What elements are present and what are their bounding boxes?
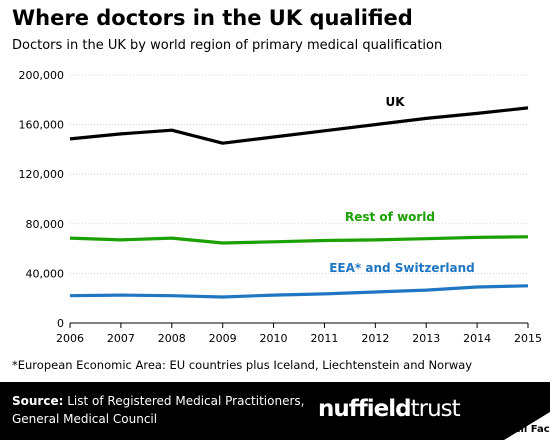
full-fact-logo-mark: [504, 412, 550, 440]
full-fact-label: Full Fact: [507, 424, 550, 435]
grid-lines: [70, 74, 528, 324]
logo-part-1: nuffield: [318, 396, 412, 422]
series-line: [69, 106, 529, 145]
y-tick-label: 160,000: [19, 119, 65, 132]
series-label: Rest of world: [345, 210, 435, 224]
x-tick-label: 2009: [209, 332, 237, 345]
x-tick-label: 2006: [56, 332, 84, 345]
footnote: *European Economic Area: EU countries pl…: [12, 358, 473, 372]
series-line: [69, 235, 529, 245]
nuffield-trust-logo: nuffieldtrust: [318, 396, 461, 422]
y-axis-ticks: 0 40,000 80,000 120,000 160,000 200,000: [19, 69, 65, 330]
source-label: Source:: [12, 394, 64, 408]
x-tick-label: 2012: [361, 332, 389, 345]
x-tick-label: 2015: [514, 332, 542, 345]
source-line-2: General Medical Council: [12, 412, 158, 426]
series-label: UK: [385, 95, 405, 109]
series-label: EEA* and Switzerland: [329, 261, 475, 275]
series-labels: UK Rest of world EEA* and Switzerland: [329, 95, 475, 275]
x-tick-label: 2007: [107, 332, 135, 345]
series-lines: [69, 106, 529, 299]
logo-part-2: trust: [410, 396, 461, 422]
source-line-1: List of Registered Medical Practitioners…: [63, 394, 305, 408]
x-tick-label: 2014: [463, 332, 491, 345]
x-axis-ticks: 2006 2007 2008 2009 2010 2011 2012 2013 2014 2015: [56, 323, 542, 345]
series-line: [69, 284, 529, 299]
y-tick-label: 120,000: [19, 168, 65, 181]
y-tick-label: 40,000: [26, 267, 65, 280]
y-tick-label: 0: [57, 317, 64, 330]
chart-subtitle: Doctors in the UK by world region of pri…: [12, 38, 443, 53]
y-tick-label: 200,000: [19, 69, 65, 82]
y-tick-label: 80,000: [26, 218, 65, 231]
x-tick-label: 2008: [158, 332, 186, 345]
chart-title: Where doctors in the UK qualified: [12, 6, 413, 30]
x-tick-label: 2013: [412, 332, 440, 345]
x-tick-label: 2010: [260, 332, 288, 345]
source-text: Source: List of Registered Medical Pract…: [12, 392, 304, 428]
x-tick-label: 2011: [310, 332, 338, 345]
footer-bar: Source: List of Registered Medical Pract…: [0, 382, 550, 440]
